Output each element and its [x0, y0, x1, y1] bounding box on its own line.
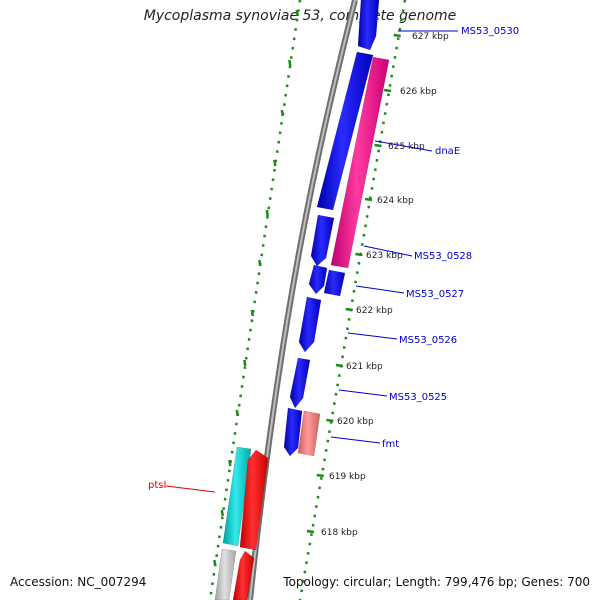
tick-label-619: 619 kbp [329, 472, 366, 482]
genome-summary-text: Topology: circular; Length: 799,476 bp; … [283, 575, 590, 589]
rrna-feature [330, 56, 390, 269]
tick-label-621: 621 kbp [346, 362, 383, 372]
tick-label-627: 627 kbp [412, 32, 449, 42]
tick-mark [393, 33, 401, 38]
gene-label-ms53-0530: MS53_0530 [461, 26, 519, 37]
gene-labels: MS53_0530 dnaE MS53_0528 MS53_0527 MS53_… [148, 26, 519, 493]
gene-label-ms53-0527: MS53_0527 [406, 289, 464, 300]
guide-dash [258, 259, 262, 267]
gene-label-fmt: fmt [382, 439, 399, 450]
gene-label-ptsi: ptsI [148, 480, 166, 491]
gene-red-b [232, 550, 255, 600]
gene-red-a [239, 449, 269, 551]
gene-ms53-0525 [289, 357, 311, 409]
guide-dash [273, 159, 277, 167]
gene-ms53-0530 [357, 0, 380, 51]
genome-backbone [247, 0, 358, 600]
gene-features [214, 0, 390, 600]
gene-ms53-0527-a [308, 264, 328, 295]
guide-dash [213, 559, 217, 567]
tick-mark [364, 197, 373, 202]
gene-label-dnae: dnaE [435, 146, 460, 157]
guide-dash [220, 509, 224, 517]
tick-label-618: 618 kbp [321, 528, 358, 538]
guide-dash [295, 9, 299, 17]
guide-dash [250, 309, 254, 317]
gene-ms53-0527-b [323, 269, 346, 297]
gene-gray [214, 548, 237, 600]
guide-dash [265, 209, 269, 217]
tick-label-626: 626 kbp [400, 87, 437, 97]
gene-ms53-0526 [298, 296, 322, 353]
guide-dash [235, 409, 239, 417]
tick-label-624: 624 kbp [377, 196, 414, 206]
tick-mark [326, 418, 334, 423]
tick-mark [355, 252, 363, 257]
tick-mark [345, 307, 353, 312]
tick-label-622: 622 kbp [356, 306, 393, 316]
dotted-guide-right [298, 0, 407, 600]
gene-ms53-0528 [310, 214, 335, 267]
tick-label-623: 623 kbp [366, 251, 403, 261]
tick-mark [316, 473, 324, 478]
gene-label-ms53-0526: MS53_0526 [399, 335, 457, 346]
left-guide-dashes [213, 9, 299, 567]
tick-mark [374, 143, 382, 148]
tick-mark [335, 363, 344, 368]
guide-dash [228, 459, 232, 467]
guide-dash [288, 59, 292, 67]
tick-mark [306, 529, 315, 534]
gene-label-ms53-0528: MS53_0528 [414, 251, 472, 262]
gene-label-ms53-0525: MS53_0525 [389, 392, 447, 403]
gene-dnae [316, 51, 374, 211]
dotted-guide-left [208, 0, 302, 600]
accession-text: Accession: NC_007294 [10, 575, 147, 589]
map-title: Mycoplasma synoviae 53, complete genome [143, 8, 457, 24]
guide-dash [243, 359, 247, 367]
tick-label-620: 620 kbp [337, 417, 374, 427]
gene-fmt [283, 407, 303, 457]
gene-ptsi [222, 446, 252, 547]
trna-feature [297, 410, 321, 457]
guide-dash [280, 109, 284, 117]
tick-mark [383, 88, 392, 93]
